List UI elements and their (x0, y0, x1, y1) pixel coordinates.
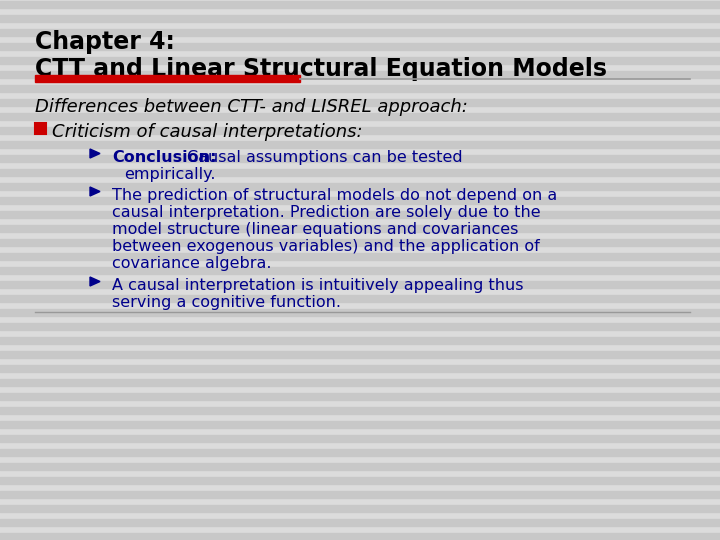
Bar (0, 169, 720, 176)
Bar (0, 211, 720, 218)
Bar (0, 155, 720, 162)
Bar (0, 337, 720, 344)
Bar (0, 29, 720, 36)
Bar (0, 239, 720, 246)
Bar (0, 183, 720, 190)
Bar (0, 295, 720, 302)
Bar (0, 15, 720, 22)
Bar (0, 309, 720, 316)
Text: causal interpretation. Prediction are solely due to the: causal interpretation. Prediction are so… (112, 205, 541, 220)
Bar (0, 225, 720, 232)
Bar (0, 463, 720, 470)
Bar (0, 99, 720, 106)
Bar (0, 379, 720, 386)
Bar (0, 71, 720, 78)
Text: serving a cognitive function.: serving a cognitive function. (112, 295, 341, 310)
Text: Causal assumptions can be tested: Causal assumptions can be tested (187, 150, 463, 165)
Text: CTT and Linear Structural Equation Models: CTT and Linear Structural Equation Model… (35, 57, 607, 81)
Bar (0, 533, 720, 540)
Bar (0, 505, 720, 512)
Text: covariance algebra.: covariance algebra. (112, 256, 271, 271)
Bar (0, 253, 720, 260)
Text: model structure (linear equations and covariances: model structure (linear equations and co… (112, 222, 518, 237)
Bar (0, 281, 720, 288)
Text: Chapter 4:: Chapter 4: (35, 30, 175, 54)
Bar (0, 351, 720, 358)
Bar (0, 127, 720, 134)
Bar (0, 85, 720, 92)
Bar (35, 123, 46, 134)
Bar (0, 407, 720, 414)
Text: Differences between CTT- and LISREL approach:: Differences between CTT- and LISREL appr… (35, 98, 468, 116)
Text: empirically.: empirically. (124, 167, 215, 182)
Text: Conclusion:: Conclusion: (112, 150, 217, 165)
Bar (0, 365, 720, 372)
Polygon shape (90, 187, 100, 196)
Polygon shape (90, 149, 100, 158)
Bar (0, 43, 720, 50)
Bar (0, 267, 720, 274)
Bar (0, 393, 720, 400)
Bar (0, 491, 720, 498)
Bar (0, 477, 720, 484)
Bar (0, 421, 720, 428)
Bar (0, 449, 720, 456)
Text: Criticism of causal interpretations:: Criticism of causal interpretations: (52, 123, 363, 141)
Bar (0, 197, 720, 204)
Bar (35, 75, 300, 82)
Bar (0, 141, 720, 148)
Text: A causal interpretation is intuitively appealing thus: A causal interpretation is intuitively a… (112, 278, 523, 293)
Text: between exogenous variables) and the application of: between exogenous variables) and the app… (112, 239, 540, 254)
Bar (0, 435, 720, 442)
Polygon shape (90, 277, 100, 286)
Bar (0, 323, 720, 330)
Bar (0, 1, 720, 8)
Bar (0, 57, 720, 64)
Bar (0, 519, 720, 526)
Bar (0, 113, 720, 120)
Text: The prediction of structural models do not depend on a: The prediction of structural models do n… (112, 188, 557, 203)
